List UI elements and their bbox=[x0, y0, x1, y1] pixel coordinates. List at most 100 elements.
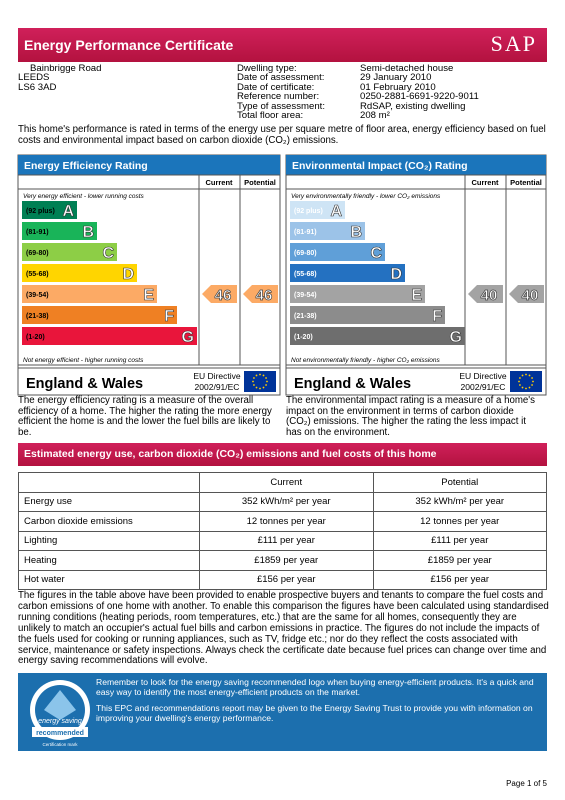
column-header: Current bbox=[471, 178, 499, 187]
eu-star bbox=[521, 386, 524, 389]
eu-star bbox=[528, 386, 531, 389]
column-header: Potential bbox=[244, 178, 276, 187]
eu-star bbox=[519, 377, 521, 379]
table-row: Energy use 352 kWh/m² per year 352 kWh/m² … bbox=[18, 491, 547, 512]
chart-title: Energy Efficiency Rating bbox=[24, 160, 148, 172]
rating-arrow bbox=[468, 285, 503, 303]
row-label: Lighting bbox=[18, 530, 200, 551]
band-letter: C bbox=[102, 245, 114, 262]
rating-band bbox=[22, 285, 157, 303]
detail-label: Dwelling type: bbox=[237, 63, 297, 74]
band-letter: C bbox=[370, 245, 382, 262]
rating-band bbox=[22, 264, 137, 282]
energy-saving-text: This EPC and recommendations report may … bbox=[96, 703, 533, 723]
table-header: Current Potential bbox=[18, 472, 547, 493]
band-range: (69-80) bbox=[26, 250, 49, 257]
header-title: Energy Performance Certificate bbox=[24, 37, 234, 53]
cell-value: 352 kWh/m² per year bbox=[199, 491, 374, 512]
logo-strip bbox=[32, 727, 88, 737]
directive: EU Directive bbox=[193, 371, 241, 381]
band-letter: G bbox=[182, 329, 194, 346]
note: The figures in the table above have been… bbox=[18, 590, 549, 667]
rating-band bbox=[290, 306, 445, 324]
directive: 2002/91/EC bbox=[461, 382, 506, 392]
detail-value: 01 February 2010 bbox=[360, 81, 436, 93]
rating-description: The energy efficiency rating is a measur… bbox=[18, 395, 272, 438]
detail-label: Date of certificate: bbox=[237, 81, 315, 93]
band-range: (39-54) bbox=[26, 292, 49, 299]
eu-star bbox=[255, 374, 258, 377]
band-letter: D bbox=[122, 266, 134, 283]
rating-band bbox=[290, 264, 405, 282]
table-row: Hot water £156 per year £156 per year bbox=[18, 569, 547, 590]
logo-caption: Certification mark bbox=[42, 742, 78, 747]
cell-value: £156 per year bbox=[199, 569, 374, 590]
band-letter: B bbox=[82, 224, 94, 241]
cell-value: 12 tonnes per year bbox=[199, 511, 374, 532]
rating-band bbox=[290, 222, 365, 240]
bottom-note: Not environmentally friendly - higher CO… bbox=[291, 357, 441, 364]
eu-star bbox=[255, 386, 258, 389]
top-note: Very environmentally friendly - lower CO… bbox=[291, 193, 441, 200]
eu-star bbox=[262, 374, 265, 377]
eu-star bbox=[532, 380, 534, 383]
logo-top: energy saving bbox=[38, 718, 82, 725]
address-line: Bainbrigge Road bbox=[30, 63, 102, 74]
band-letter: E bbox=[411, 287, 422, 304]
table-row: Carbon dioxide emissions 12 tonnes per ye… bbox=[18, 511, 547, 532]
chart-title-band bbox=[18, 155, 280, 175]
band-range: (81-91) bbox=[26, 229, 49, 236]
eu-star bbox=[525, 373, 527, 376]
eu-star bbox=[265, 377, 267, 379]
cell-value: £156 per year bbox=[372, 569, 547, 590]
eu-star bbox=[528, 374, 531, 377]
eu-star bbox=[518, 380, 520, 383]
detail-row: Type of assessment: RdSAP, existing dwell… bbox=[237, 100, 547, 112]
rating-band bbox=[22, 306, 177, 324]
header-band: Energy Performance Certificate SAP bbox=[18, 28, 547, 62]
eu-star bbox=[253, 377, 255, 379]
band-letter: D bbox=[390, 266, 402, 283]
energy-saving-box: energy saving recommended Certification … bbox=[18, 673, 547, 751]
band-letter: F bbox=[432, 308, 442, 325]
eu-star bbox=[531, 384, 533, 386]
address-line: LS6 3AD bbox=[18, 81, 57, 93]
detail-row: Total floor area: 208 m² bbox=[237, 111, 547, 121]
detail-value: 29 January 2010 bbox=[360, 72, 432, 84]
band-letter: A bbox=[330, 203, 342, 220]
eu-star bbox=[253, 384, 255, 386]
eu-star bbox=[262, 386, 265, 389]
row-label: Carbon dioxide emissions bbox=[18, 511, 200, 532]
chart-title-band bbox=[286, 155, 546, 175]
rating-arrow bbox=[509, 285, 544, 303]
cell-value: 12 tonnes per year bbox=[372, 511, 547, 532]
band-range: (39-54) bbox=[294, 292, 317, 299]
rating-band bbox=[290, 201, 345, 219]
logo-mark bbox=[44, 690, 76, 720]
rating-band bbox=[22, 201, 77, 219]
band-range: (1-20) bbox=[26, 334, 45, 341]
band-letter: E bbox=[143, 287, 154, 304]
rating-charts: Energy Efficiency Rating Current Potential… bbox=[17, 154, 547, 396]
eu-star bbox=[266, 380, 268, 383]
sap-logo: SAP bbox=[490, 31, 537, 56]
logo-bottom: recommended bbox=[36, 730, 84, 737]
detail-label: Date of assessment: bbox=[237, 72, 325, 84]
band-letter: G bbox=[450, 329, 462, 346]
rating-description: The environmental impact rating is a mea… bbox=[286, 395, 535, 438]
energy-saving-text: Remember to look for the energy saving r… bbox=[96, 677, 534, 697]
band-range: (69-80) bbox=[294, 250, 317, 257]
eu-star bbox=[519, 384, 521, 386]
intro: This home's performance is rated in term… bbox=[18, 124, 546, 146]
eu-star bbox=[265, 384, 267, 386]
cell-value: £111 per year bbox=[372, 530, 547, 551]
top-note: Very energy efficient - lower running co… bbox=[23, 193, 145, 200]
rating-value: 46 bbox=[215, 287, 232, 304]
eu-star bbox=[531, 377, 533, 379]
detail-label: Type of assessment: bbox=[237, 100, 325, 112]
band-range: (1-20) bbox=[294, 334, 313, 341]
band-range: (92 plus) bbox=[294, 208, 323, 215]
rating-band bbox=[22, 222, 97, 240]
band-range: (81-91) bbox=[294, 229, 317, 236]
